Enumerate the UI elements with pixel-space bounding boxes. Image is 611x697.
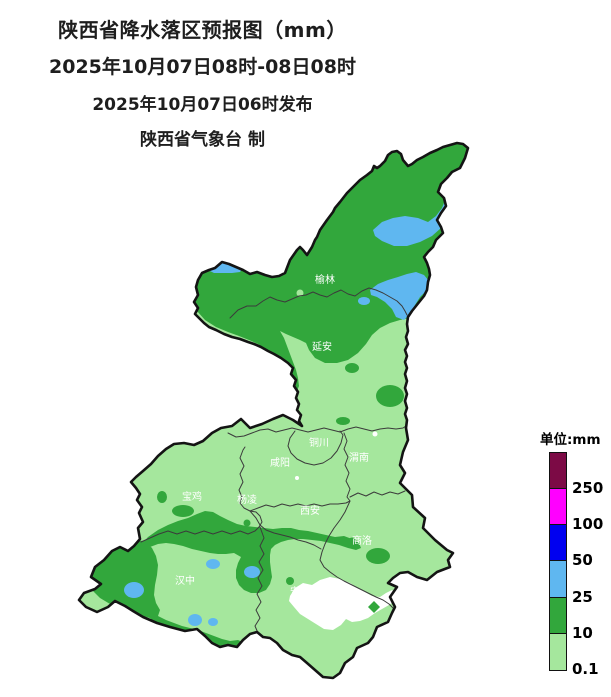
zone-heavy-hanzhong-w [124, 582, 144, 598]
zone-heavy-dot-yulin [358, 297, 370, 305]
legend-label-10: 10 [572, 624, 593, 642]
zone-moderate-blob-shangluo [366, 548, 390, 564]
zone-moderate-dot-ankang [286, 577, 294, 585]
city-label-ankang: 安康 [290, 585, 310, 598]
zone-moderate-blob-baoji [172, 505, 194, 517]
city-label-yulin: 榆林 [315, 273, 335, 286]
map-header: 陕西省降水落区预报图（mm） 2025年10月07日08时-08日08时 202… [0, 14, 405, 150]
zone-heavy-hanzhong-c [206, 559, 220, 569]
legend-swatch-0p1-10 [550, 633, 566, 670]
city-label-hanzhong: 汉中 [175, 574, 195, 587]
zone-moderate-dot-yangling [243, 519, 251, 527]
zone-moderate-blob-huangling [336, 417, 350, 425]
zone-moderate-blob-yanan-east [376, 385, 404, 407]
zone-heavy-hanzhong-s1 [188, 614, 202, 626]
city-labels: 榆林 延安 铜川 咸阳 渭南 宝鸡 杨凌 西安 商洛 汉中 安康 [175, 273, 372, 598]
zone-none-dot-xianyang [295, 476, 299, 480]
zone-none-ankang [289, 577, 398, 630]
legend-colorbar [549, 452, 567, 671]
zone-moderate-diamond-ankang [368, 601, 380, 613]
prefecture-borders [140, 287, 408, 634]
legend-title: 单位:mm [540, 432, 601, 448]
forecast-period: 2025年10月07日08时-08日08时 [49, 56, 356, 78]
zone-heavy-hanzhong-s2 [208, 618, 218, 626]
legend-label-100: 100 [572, 515, 604, 533]
city-label-xian: 西安 [300, 504, 320, 517]
legend-swatch-100-250 [550, 489, 566, 526]
city-label-weinan: 渭南 [349, 451, 369, 464]
legend-swatch-10-25 [550, 597, 566, 634]
issue-time: 2025年10月07日06时发布 [92, 95, 313, 115]
zone-heavy-yulin-ne [373, 198, 450, 246]
zone-moderate-qinling-band [140, 511, 361, 593]
legend-label-250: 250 [572, 479, 604, 497]
city-label-xianyang: 咸阳 [270, 457, 290, 469]
legend-swatch-above-250 [550, 453, 566, 490]
page-title: 陕西省降水落区预报图（mm） [58, 18, 347, 42]
legend-swatch-25-50 [550, 561, 566, 598]
legend-label-50: 50 [572, 551, 593, 569]
zone-none-dot-weinan [372, 431, 378, 437]
legend-label-25: 25 [572, 588, 593, 606]
zone-heavy-yulin-e [370, 272, 429, 320]
city-label-yanan: 延安 [312, 340, 332, 353]
legend-label-0p1: 0.1 [572, 660, 599, 678]
zone-moderate-blob-yanan-small [345, 363, 359, 373]
city-label-baoji: 宝鸡 [182, 490, 202, 503]
city-label-yangling: 杨凌 [237, 493, 257, 506]
city-label-shangluo: 商洛 [352, 534, 372, 547]
zone-moderate-blob-baoji-west [157, 491, 167, 503]
legend: 单位:mm 250 100 50 25 10 0.1 [533, 428, 611, 677]
issuing-authority: 陕西省气象台 制 [140, 130, 265, 150]
zone-light-dot-yulin [296, 289, 304, 297]
province-outline [77, 141, 470, 680]
zone-moderate-dot-shangluo [347, 537, 357, 547]
city-label-tongchuan: 铜川 [309, 437, 329, 449]
zone-heavy-hanzhong-e [244, 566, 260, 578]
legend-swatch-50-100 [550, 525, 566, 562]
